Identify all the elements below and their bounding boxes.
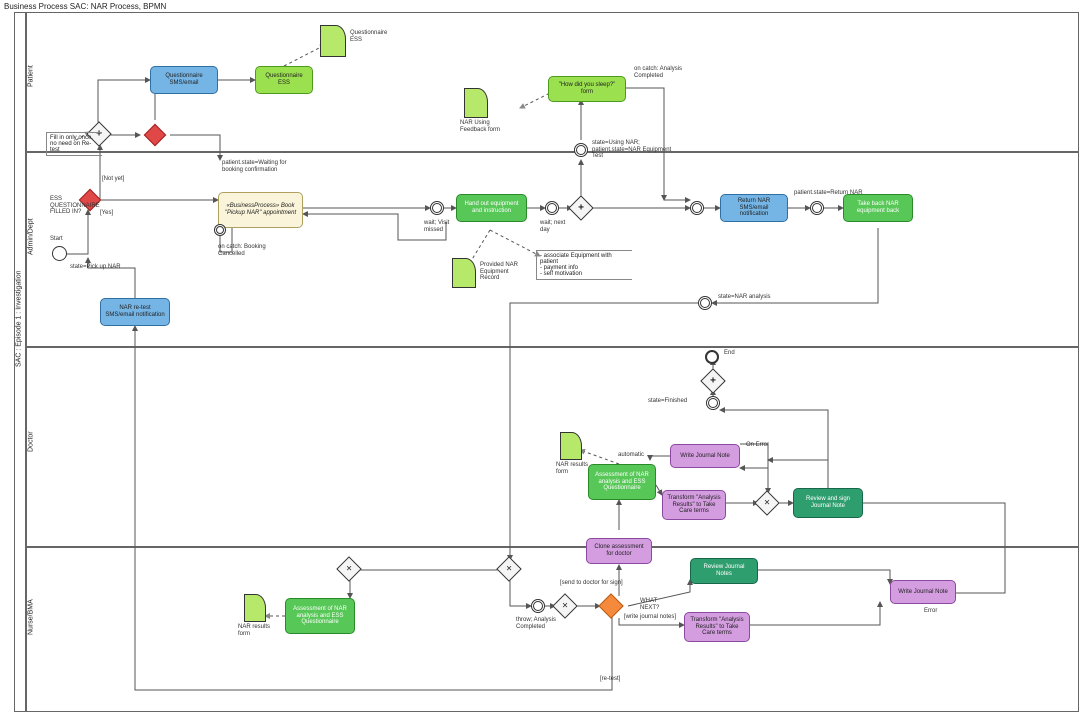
- task-book: «BusinessProcess» Book "Pickup NAR" appo…: [218, 192, 303, 228]
- label-ess-filled: ESS QUESTIONNAIRE FILLED IN?: [50, 196, 100, 216]
- event-timer-4: [810, 201, 824, 215]
- task-write-jn2: Write Journal Note: [890, 580, 956, 604]
- label-automatic: automatic: [618, 452, 644, 459]
- event-start: [52, 246, 67, 261]
- task-takeback: Take back NAR equipment back: [843, 194, 913, 222]
- task-handout: Hand out equipment and instruction: [456, 194, 527, 222]
- task-write-jn: Write Journal Note: [670, 444, 740, 468]
- label-state-analysis: state=NAR analysis: [718, 294, 788, 301]
- lane-admin-label: Admin/Dept: [28, 245, 35, 255]
- label-state-using: state=Using NAR; patient.state=NAR Equip…: [592, 140, 672, 160]
- task-q-ess: Questionnaire ESS: [255, 66, 313, 94]
- task-clone: Clone assessment for doctor: [586, 538, 652, 564]
- event-throw: [531, 599, 545, 613]
- task-transform1: Transform "Analysis Results" to Take Car…: [662, 490, 726, 520]
- task-return-sms: Return NAR SMS/email notification: [720, 194, 788, 222]
- label-throw: throw; Analysis Completed: [516, 617, 570, 630]
- task-review-notes: Review Journal Notes: [690, 558, 758, 584]
- event-timer-1: [430, 201, 444, 215]
- event-intermed-3: [706, 396, 720, 410]
- task-sleep-form: "How did you sleep?" form: [548, 76, 626, 102]
- label-state-finished: state=Finished: [648, 398, 687, 405]
- label-wait-next: wait; next day: [540, 220, 576, 233]
- event-timer-2: [545, 201, 559, 215]
- task-assess2: Assessment of NAR analysis and ESS Quest…: [588, 464, 656, 500]
- task-retest-sms: NAR re-test SMS/email notification: [100, 298, 170, 326]
- task-review-sign: Review and sign Journal Note: [793, 488, 863, 518]
- doc-ess-label: Questionnaire ESS: [350, 30, 400, 43]
- doc-feedback: [464, 88, 488, 118]
- event-intermed-1: [574, 143, 588, 157]
- label-end: End: [724, 350, 735, 357]
- annot-fill-once: Fill in only once, no need on Re-test: [46, 132, 102, 156]
- label-on-cancel: on catch: Booking Cancelled: [218, 244, 268, 257]
- task-transform2: Transform "Analysis Results" to Take Car…: [684, 612, 750, 642]
- diagram-title: Business Process SAC: NAR Process, BPMN: [4, 2, 166, 11]
- doc-feedback-label: NAR Using Feedback form: [460, 120, 508, 133]
- label-not-yet: [Not yet]: [102, 176, 124, 183]
- label-error: Error: [924, 608, 937, 615]
- event-book-cancel: [214, 224, 226, 236]
- label-write-notes: [write journal notes]: [624, 614, 676, 621]
- event-end: [705, 350, 719, 364]
- doc-equip-label: Provided NAR Equipment Record: [480, 262, 528, 282]
- pool-title: SAC : Episode 1 : Investigation: [16, 357, 23, 367]
- lane-patient-label: Patient: [28, 77, 35, 87]
- label-what-next: WHAT NEXT?: [640, 598, 676, 611]
- label-on-analysis: on catch: Analysis Completed: [634, 66, 689, 79]
- doc-res1-label: NAR results form: [238, 624, 282, 637]
- task-assess1: Assessment of NAR analysis and ESS Quest…: [285, 598, 355, 634]
- bpmn-canvas: { "title":"Business Process SAC: NAR Pro…: [0, 0, 1088, 720]
- annot-assoc: - associate Equipment with patient - pay…: [536, 250, 632, 280]
- task-q-sms: Questionnaire SMS/email: [150, 66, 218, 94]
- label-wait-missed: wait; Visit missed: [424, 220, 464, 233]
- doc-res1: [244, 594, 266, 622]
- lane-nurse-label: Nurse/BMA: [28, 625, 35, 635]
- label-state-pickup: state=Pick up NAR: [70, 264, 140, 271]
- label-retest: [re-test]: [600, 676, 620, 683]
- label-send-doctor: [send to doctor for sign]: [560, 580, 623, 587]
- doc-res2: [560, 432, 582, 460]
- event-intermed-2: [698, 296, 712, 310]
- label-start: Start: [50, 236, 63, 243]
- label-on-error: On Error: [746, 442, 769, 449]
- doc-equip: [452, 258, 476, 288]
- label-wait-booking: patient.state=Waiting for booking confir…: [222, 160, 302, 173]
- doc-ess: [320, 25, 346, 57]
- event-timer-3: [690, 201, 704, 215]
- label-yes: [Yes]: [100, 210, 113, 217]
- lane-doctor-label: Doctor: [28, 442, 35, 452]
- lane-doctor: [26, 347, 1079, 547]
